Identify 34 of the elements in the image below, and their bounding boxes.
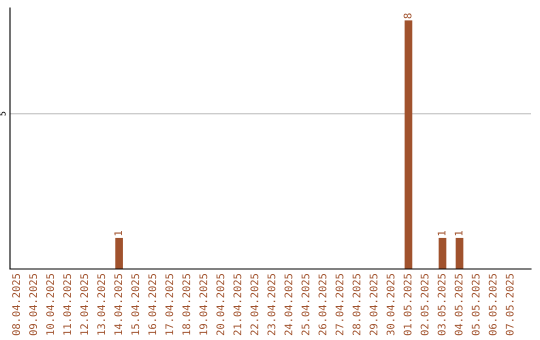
x-tick-label: 13.04.2025 — [97, 274, 106, 335]
x-tick-label: 21.04.2025 — [233, 274, 242, 336]
data-label: 1 — [438, 230, 446, 236]
x-tick-label: 29.04.2025 — [370, 274, 378, 336]
x-tick-label: 06.05.2025 — [488, 274, 497, 336]
x-tick-label: 12.04.2025 — [80, 274, 88, 335]
x-tick-label: 30.04.2025 — [386, 274, 394, 336]
x-tick-label: 16.04.2025 — [148, 274, 156, 335]
x-tick-label: 03.05.2025 — [438, 274, 446, 336]
x-tick-label: 17.04.2025 — [165, 274, 174, 335]
x-tick-label: 04.05.2025 — [454, 274, 463, 336]
x-tick-label: 22.04.2025 — [250, 274, 258, 336]
x-tick-label: 11.04.2025 — [63, 274, 72, 335]
x-tick-label: 02.05.2025 — [420, 274, 429, 336]
x-tick-label: 01.05.2025 — [404, 274, 412, 336]
x-tick-label: 08.04.2025 — [12, 274, 20, 336]
x-tick-label: 07.05.2025 — [506, 274, 514, 336]
data-label: 1 — [454, 230, 462, 236]
x-tick-label: 20.04.2025 — [216, 274, 224, 336]
x-tick-label: 24.04.2025 — [284, 274, 292, 336]
x-tick-label: 26.04.2025 — [318, 274, 326, 336]
x-tick-label: 25.04.2025 — [302, 274, 310, 336]
x-tick-label: 09.04.2025 — [29, 274, 38, 336]
x-tick-label: 10.04.2025 — [46, 274, 54, 335]
x-tick-label: 14.04.2025 — [114, 274, 122, 335]
x-tick-label: 15.04.2025 — [131, 274, 140, 335]
x-tick-label: 28.04.2025 — [352, 274, 360, 336]
x-tick-label: 18.04.2025 — [182, 274, 190, 335]
x-tick-label: 05.05.2025 — [472, 274, 480, 336]
data-label: 8 — [404, 13, 412, 18]
data-label: 1 — [114, 230, 122, 236]
x-tick-label: 27.04.2025 — [336, 274, 344, 336]
x-tick-label: 23.04.2025 — [267, 274, 276, 336]
x-tick-label: 19.04.2025 — [199, 274, 208, 335]
